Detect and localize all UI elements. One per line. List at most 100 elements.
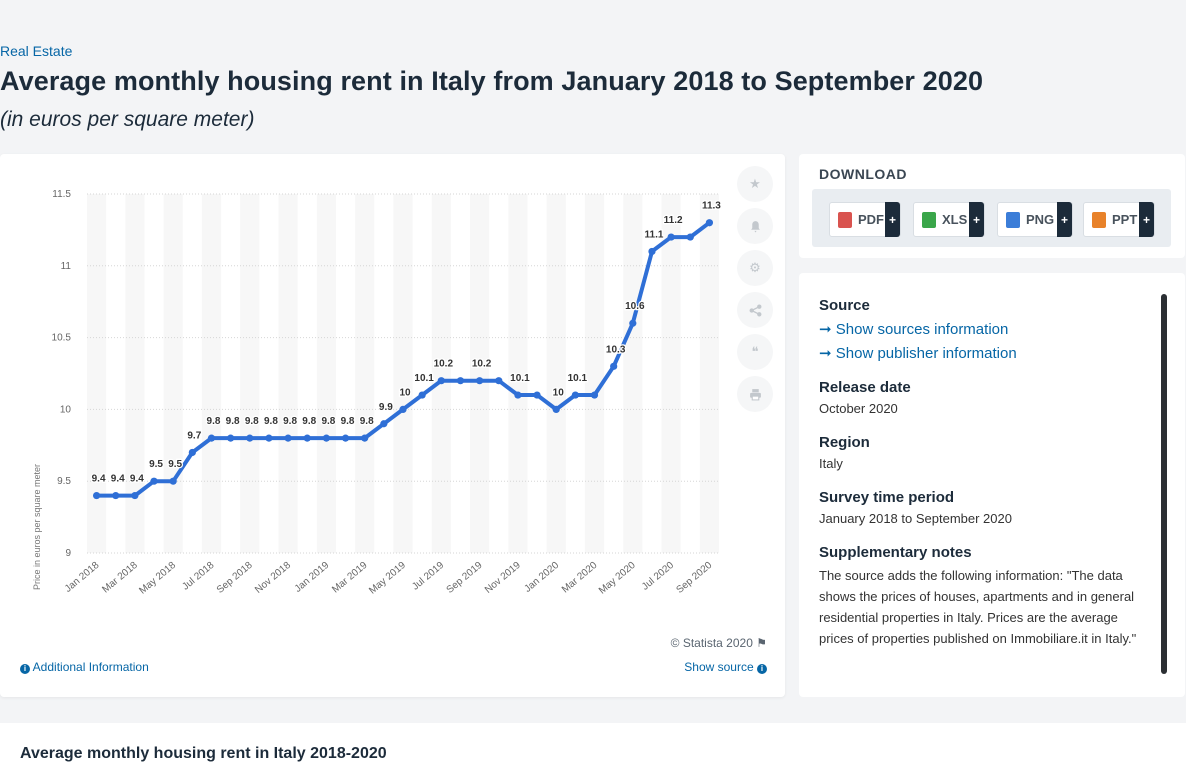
data-point[interactable] xyxy=(131,491,139,500)
data-point[interactable] xyxy=(552,405,560,413)
series-points xyxy=(92,219,714,500)
download-ppt-button[interactable]: PPT + xyxy=(1083,202,1155,237)
data-point[interactable] xyxy=(533,391,541,399)
xls-file-icon xyxy=(922,211,936,228)
data-label: 9.8 xyxy=(245,416,259,427)
show-publisher-link[interactable]: ➞ Show publisher information xyxy=(819,345,1017,362)
plus-icon[interactable]: + xyxy=(1057,202,1072,237)
data-label: 11.2 xyxy=(664,215,683,226)
data-point[interactable] xyxy=(476,377,484,385)
data-point[interactable] xyxy=(246,434,254,442)
data-point[interactable] xyxy=(188,448,196,457)
download-png-button[interactable]: PNG + xyxy=(997,202,1073,237)
png-file-icon xyxy=(1006,211,1020,228)
data-point[interactable] xyxy=(150,477,158,485)
data-point[interactable] xyxy=(284,434,292,442)
data-point[interactable] xyxy=(418,391,426,399)
pdf-file-icon xyxy=(838,211,852,228)
data-point[interactable] xyxy=(686,233,694,241)
x-tick-label: Sep 2020 xyxy=(674,560,714,596)
related-section: Average monthly housing rent in Italy 20… xyxy=(0,723,1186,763)
data-point[interactable] xyxy=(227,434,235,442)
plus-icon[interactable]: + xyxy=(885,202,900,237)
data-point[interactable] xyxy=(380,420,388,428)
data-label: 9.8 xyxy=(341,416,355,427)
x-tick-label: Sep 2018 xyxy=(215,560,255,596)
data-label: 10.3 xyxy=(606,344,626,355)
plus-icon[interactable]: + xyxy=(969,202,984,237)
plus-icon[interactable]: + xyxy=(1139,202,1154,237)
data-point[interactable] xyxy=(341,434,350,442)
x-tick-label: May 2020 xyxy=(597,560,638,597)
y-axis-label: Price in euros per square meter xyxy=(32,464,42,590)
favorite-star-icon[interactable]: ★ xyxy=(737,166,773,202)
show-source-link[interactable]: Show source i xyxy=(684,660,767,674)
settings-gear-icon[interactable]: ⚙ xyxy=(737,250,773,286)
data-point[interactable] xyxy=(265,434,273,442)
print-icon[interactable] xyxy=(737,376,773,412)
data-label: 10.1 xyxy=(510,373,530,384)
data-point[interactable] xyxy=(705,219,714,227)
column-band xyxy=(699,194,719,553)
data-label: 9.8 xyxy=(207,416,221,427)
share-icon[interactable] xyxy=(737,292,773,328)
y-tick-label: 11.5 xyxy=(52,189,71,200)
data-label: 10.1 xyxy=(568,373,588,384)
additional-info-link[interactable]: i Additional Information xyxy=(20,660,149,674)
quote-icon[interactable]: ❝ xyxy=(737,334,773,370)
data-point[interactable] xyxy=(456,377,465,385)
column-band xyxy=(355,194,375,553)
data-label: 9.7 xyxy=(187,430,201,441)
source-heading: Source xyxy=(819,297,870,314)
x-tick-label: Mar 2020 xyxy=(560,560,600,596)
x-tick-label: Jan 2020 xyxy=(523,560,562,595)
show-sources-link[interactable]: ➞ Show sources information xyxy=(819,321,1009,338)
release-date-value: October 2020 xyxy=(819,401,898,416)
download-xls-button[interactable]: XLS + xyxy=(913,202,985,237)
notification-bell-icon[interactable] xyxy=(737,208,773,244)
data-point[interactable] xyxy=(590,391,599,399)
breadcrumb[interactable]: Real Estate xyxy=(0,43,73,59)
x-tick-label: Sep 2019 xyxy=(445,560,485,596)
column-band xyxy=(87,194,107,553)
data-label: 9.4 xyxy=(92,474,106,485)
x-tick-label: Mar 2019 xyxy=(330,560,370,596)
column-band xyxy=(470,194,490,553)
page-subtitle: (in euros per square meter) xyxy=(0,108,255,131)
data-point[interactable] xyxy=(629,319,637,327)
data-point[interactable] xyxy=(571,391,579,399)
x-tick-label: May 2018 xyxy=(137,560,178,597)
download-pdf-button[interactable]: PDF + xyxy=(829,202,901,237)
y-tick-label: 9 xyxy=(65,548,71,559)
data-label: 11.1 xyxy=(645,229,664,240)
column-band xyxy=(546,194,566,553)
data-point[interactable] xyxy=(437,377,445,385)
data-label: 10.1 xyxy=(414,373,434,384)
data-point[interactable] xyxy=(361,434,369,442)
data-label: 9.4 xyxy=(130,474,144,485)
data-point[interactable] xyxy=(169,477,177,485)
data-label: 9.8 xyxy=(283,416,297,427)
data-point[interactable] xyxy=(322,434,330,442)
data-point[interactable] xyxy=(399,405,407,413)
region-heading: Region xyxy=(819,434,870,451)
download-card: DOWNLOAD PDF + XLS + PNG + PPT + xyxy=(799,154,1185,258)
data-point[interactable] xyxy=(495,377,503,385)
data-point[interactable] xyxy=(610,362,618,370)
y-tick-label: 11 xyxy=(61,261,72,272)
data-point[interactable] xyxy=(92,491,101,500)
column-band xyxy=(623,194,643,553)
data-point[interactable] xyxy=(667,233,675,241)
x-tick-label: Mar 2018 xyxy=(100,560,140,596)
data-point[interactable] xyxy=(514,391,522,399)
data-point[interactable] xyxy=(303,434,311,442)
flag-icon[interactable]: ⚑ xyxy=(756,636,767,650)
info-icon: i xyxy=(757,664,767,674)
data-point[interactable] xyxy=(207,434,216,442)
scrollbar[interactable] xyxy=(1161,294,1167,674)
column-band xyxy=(163,194,183,553)
data-point[interactable] xyxy=(112,491,120,500)
data-label: 9.4 xyxy=(111,474,125,485)
data-point[interactable] xyxy=(648,247,656,256)
data-label: 9.8 xyxy=(360,416,374,427)
